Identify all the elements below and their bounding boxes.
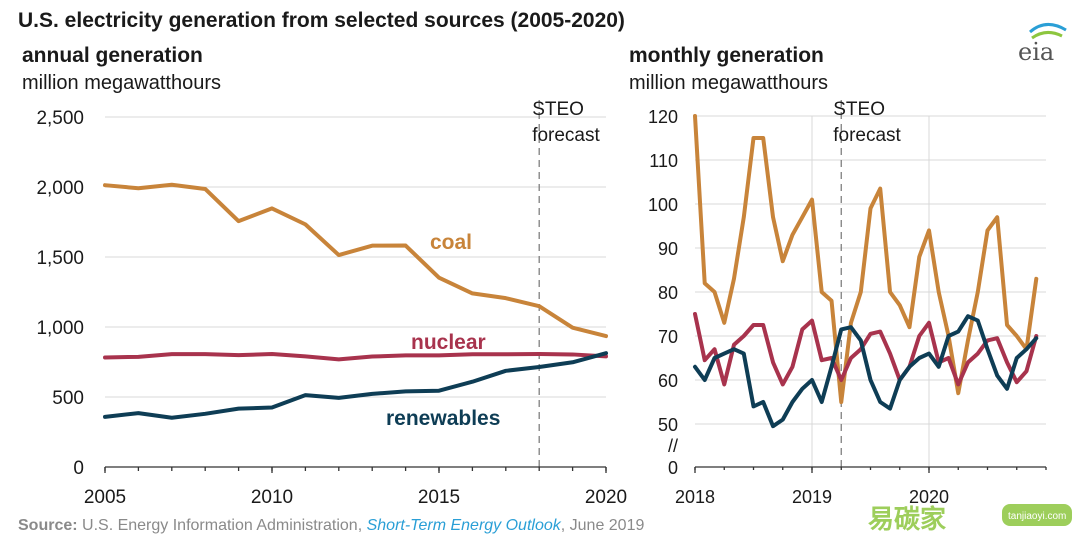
coal-label: coal <box>430 231 472 254</box>
watermark-badge <box>1002 504 1072 526</box>
annual-coal-line <box>103 182 608 339</box>
monthly-coal-line <box>693 114 1039 404</box>
watermark-text: 易碳家 <box>868 504 946 534</box>
logo-text: eia <box>1018 38 1054 66</box>
annual-y-tick-label: 2,000 <box>36 178 84 199</box>
monthly-y-tick-label: 100 <box>648 195 678 215</box>
monthly-gridlines <box>695 115 1046 467</box>
monthly-x-tick-label: 2019 <box>792 487 832 507</box>
monthly-subtitle: monthly generation <box>629 44 824 67</box>
monthly-y-tick-label: 60 <box>658 371 678 391</box>
source-line: Source: U.S. Energy Information Administ… <box>18 517 644 534</box>
monthly-y-tick-label: 120 <box>648 107 678 127</box>
monthly-y-tick-label: 90 <box>658 239 678 259</box>
monthly-x-ticks: 2018 2019 2020 <box>675 467 1047 507</box>
watermark-url: tanjiaoyi.com <box>1008 511 1066 522</box>
annual-x-tick-label: 2005 <box>84 487 126 508</box>
annual-y-tick-label: 2,500 <box>36 108 84 129</box>
monthly-y-tick-label: 70 <box>658 327 678 347</box>
monthly-y-tick-label: 0 <box>668 458 678 478</box>
eia-logo: eia <box>1018 23 1067 66</box>
renewables-label: renewables <box>386 407 500 430</box>
annual-y-tick-label: 500 <box>52 388 84 409</box>
annual-forecast-label-2: forecast <box>532 125 600 146</box>
annual-series <box>103 182 608 420</box>
monthly-forecast-label-1: STEO <box>833 99 885 120</box>
monthly-y-tick-label: 110 <box>649 151 678 171</box>
monthly-y-tick-label: 80 <box>658 283 678 303</box>
logo-arc <box>1029 23 1067 34</box>
source-prefix: Source: <box>18 517 78 534</box>
annual-nuclear-line <box>103 352 608 362</box>
source-date: , June 2019 <box>561 517 645 534</box>
annual-y-tick-label: 1,500 <box>36 248 84 269</box>
nuclear-label: nuclear <box>411 331 486 354</box>
monthly-generation-panel: monthly generation million megawatthours… <box>629 44 1047 507</box>
annual-x-tick-label: 2020 <box>585 487 627 508</box>
annual-y-ticks: 0 500 1,000 1,500 2,000 2,500 <box>36 108 84 479</box>
annual-x-tick-label: 2010 <box>251 487 293 508</box>
monthly-y-ticks: 0 50 60 70 80 90 100 110 120 <box>648 107 678 478</box>
monthly-unit-label: million megawatthours <box>629 72 828 94</box>
monthly-y-tick-label: 50 <box>658 415 678 435</box>
axis-break-mark: // <box>668 436 678 456</box>
monthly-x-tick-label: 2020 <box>909 487 949 507</box>
annual-generation-panel: annual generation million megawatthours … <box>22 44 627 508</box>
logo-arc-2 <box>1031 31 1063 40</box>
annual-x-tick-label: 2015 <box>418 487 460 508</box>
source-publication-link[interactable]: Short-Term Energy Outlook <box>367 517 562 534</box>
monthly-x-tick-label: 2018 <box>675 487 715 507</box>
watermark: 易碳家 tanjiaoyi.com <box>868 504 1072 534</box>
monthly-renewables-line <box>693 314 1039 429</box>
monthly-series <box>693 114 1039 429</box>
annual-renewables-line <box>103 351 608 420</box>
annual-subtitle: annual generation <box>22 44 203 67</box>
annual-y-tick-label: 1,000 <box>36 318 84 339</box>
annual-x-ticks: 2005 2010 2015 2020 <box>84 467 627 508</box>
source-agency: U.S. Energy Information Administration, <box>78 517 367 534</box>
annual-forecast-label-1: STEO <box>532 99 584 120</box>
monthly-nuclear-line <box>693 312 1039 387</box>
annual-y-tick-label: 0 <box>73 458 84 479</box>
annual-unit-label: million megawatthours <box>22 72 221 94</box>
chart-title: U.S. electricity generation from selecte… <box>18 9 625 32</box>
monthly-forecast-label-2: forecast <box>833 125 901 146</box>
